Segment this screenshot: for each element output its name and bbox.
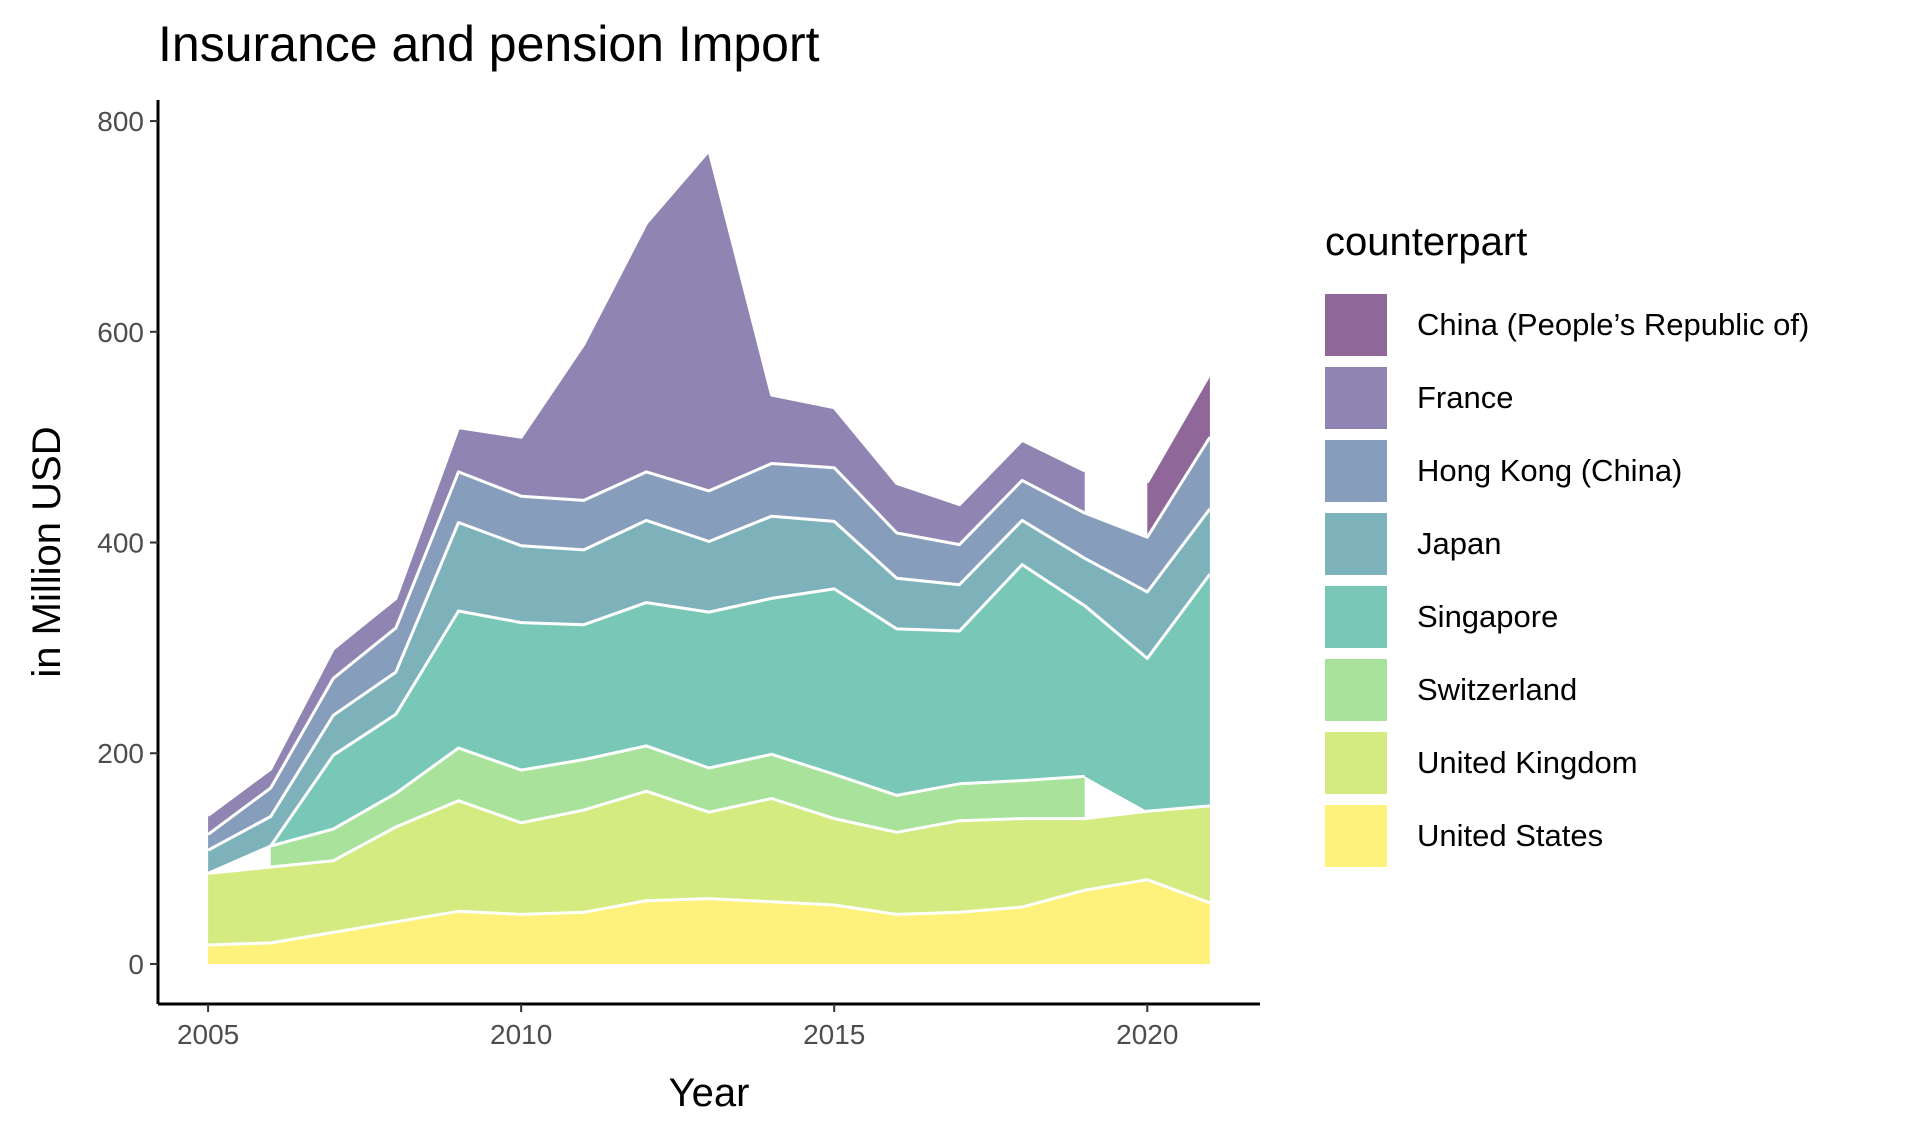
boundary-hong-kong-china <box>207 436 1212 836</box>
x-tick-label: 2010 <box>490 1019 552 1050</box>
legend-swatch <box>1325 439 1387 502</box>
y-tick-label: 0 <box>128 949 144 980</box>
y-ticks: 0 200 400 600 800 <box>97 106 158 980</box>
legend-label: Hong Kong (China) <box>1417 452 1683 488</box>
y-tick-label: 800 <box>97 106 144 137</box>
legend-item-united-kingdom: United Kingdom <box>1325 726 1809 799</box>
legend-label: France <box>1417 379 1514 415</box>
y-tick-label: 200 <box>97 738 144 769</box>
boundary-united-kingdom <box>207 789 1211 875</box>
area-hong-kong-china <box>208 437 1210 851</box>
legend-item-singapore: Singapore <box>1325 580 1809 653</box>
legend: counterpart China (People’s Republic of)… <box>1325 220 1809 872</box>
legend-label: Switzerland <box>1417 671 1578 707</box>
legend-label: Japan <box>1417 525 1502 561</box>
chart-area: 0 200 400 600 800 2005 2010 2015 2020 Year in M… <box>25 100 1260 1115</box>
area-china-people-s-republic-of <box>1147 373 1210 538</box>
legend-items: China (People’s Republic of) France Hong K… <box>1325 288 1809 872</box>
axes <box>156 100 1260 1006</box>
area-singapore <box>208 564 1210 874</box>
x-tick-label: 2015 <box>803 1019 865 1050</box>
legend-label: China (People’s Republic of) <box>1417 306 1810 342</box>
area-japan <box>208 508 1210 874</box>
x-axis-title: Year <box>669 1071 750 1115</box>
legend-swatch <box>1325 731 1387 794</box>
legend-label: Singapore <box>1417 598 1559 634</box>
legend-item-hong-kong-china: Hong Kong (China) <box>1325 434 1809 507</box>
x-ticks: 2005 2010 2015 2020 <box>177 1004 1178 1050</box>
legend-swatch <box>1325 512 1387 575</box>
legend-swatch <box>1325 366 1387 429</box>
boundary-china-people-s-republic-of <box>1146 373 1212 484</box>
legend-item-china-people-s-republic-of: China (People’s Republic of) <box>1325 288 1809 361</box>
y-axis-title: in Million USD <box>25 426 69 677</box>
boundary-japan <box>207 507 1212 852</box>
legend-swatch <box>1325 585 1387 648</box>
boundary-france <box>207 149 1086 817</box>
legend-item-switzerland: Switzerland <box>1325 653 1809 726</box>
legend-item-france: France <box>1325 361 1809 434</box>
area-switzerland <box>270 745 1085 867</box>
legend-swatch <box>1325 293 1387 356</box>
legend-label: United States <box>1417 817 1604 853</box>
boundary-switzerland <box>270 744 1085 848</box>
x-tick-label: 2020 <box>1116 1019 1178 1050</box>
area-united-states <box>208 879 1210 964</box>
legend-swatch <box>1325 804 1387 867</box>
legend-title: counterpart <box>1325 220 1528 264</box>
y-tick-label: 400 <box>97 528 144 559</box>
x-tick-label: 2005 <box>177 1019 239 1050</box>
boundary-united-states <box>208 878 1211 947</box>
legend-swatch <box>1325 658 1387 721</box>
stacked-areas <box>208 150 1210 964</box>
series-boundary-lines <box>207 149 1212 947</box>
legend-item-japan: Japan <box>1325 507 1809 580</box>
boundary-singapore <box>207 563 1212 875</box>
chart-title: Insurance and pension Import <box>158 16 820 72</box>
y-tick-label: 600 <box>97 317 144 348</box>
area-france <box>208 150 1085 835</box>
area-united-kingdom <box>208 791 1210 945</box>
legend-label: United Kingdom <box>1417 744 1638 780</box>
legend-item-united-states: United States <box>1325 799 1809 872</box>
